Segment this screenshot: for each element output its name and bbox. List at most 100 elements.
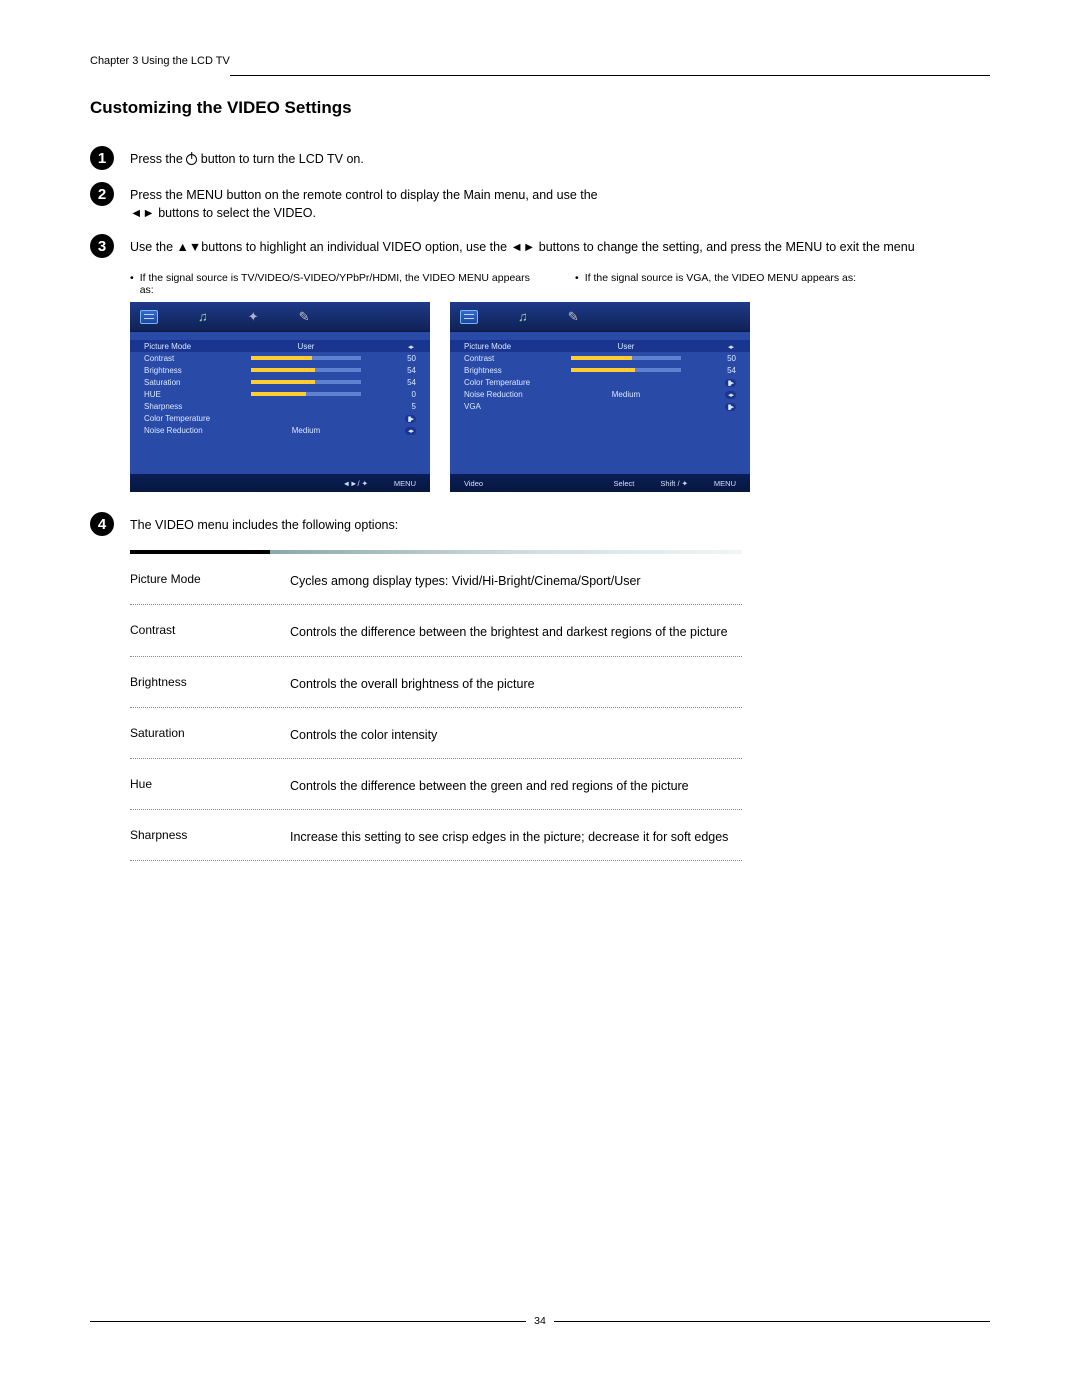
menu-row-label: Color Temperature bbox=[464, 378, 556, 387]
step-1-text: Press the button to turn the LCD TV on. bbox=[130, 148, 364, 170]
header-rule bbox=[230, 75, 990, 76]
footer-rule-left bbox=[90, 1321, 526, 1322]
bullet-icon: • bbox=[130, 272, 134, 296]
option-description: Controls the overall brightness of the p… bbox=[290, 675, 535, 693]
enter-icon: ▮▸ bbox=[725, 403, 736, 411]
slider-fill bbox=[251, 356, 312, 360]
menu-row-label: Picture Mode bbox=[144, 342, 236, 351]
footer-nav: ◄►/ ✦ bbox=[343, 479, 368, 488]
option-row: ContrastControls the difference between … bbox=[130, 605, 742, 656]
enter-icon: ▮▸ bbox=[405, 415, 416, 423]
step-badge-2: 2 bbox=[90, 182, 114, 206]
menu-row-label: Contrast bbox=[144, 354, 236, 363]
left-right-icon: ◂▸ bbox=[725, 343, 736, 351]
option-name: Brightness bbox=[130, 675, 270, 693]
menu-row: Color Temperature▮▸ bbox=[130, 412, 430, 424]
option-description: Controls the color intensity bbox=[290, 726, 437, 744]
footer-select: Select bbox=[614, 479, 635, 488]
option-name: Hue bbox=[130, 777, 270, 795]
slider-fill bbox=[251, 380, 315, 384]
page: Chapter 3 Using the LCD TV Customizing t… bbox=[0, 0, 1080, 1397]
bullet-icon: • bbox=[575, 272, 579, 296]
menu-row-label: Picture Mode bbox=[464, 342, 556, 351]
step-badge-1: 1 bbox=[90, 146, 114, 170]
footer-shift: Shift / ✦ bbox=[660, 479, 688, 488]
menu-row-label: Contrast bbox=[464, 354, 556, 363]
caption-right-text: If the signal source is VGA, the VIDEO M… bbox=[585, 272, 856, 296]
power-icon bbox=[186, 154, 197, 165]
menu-row: Saturation54 bbox=[130, 376, 430, 388]
menu-row: Noise ReductionMedium◂▸ bbox=[450, 388, 750, 400]
step-2a: Press the MENU button on the remote cont… bbox=[130, 188, 598, 202]
left-right-icon: ◂▸ bbox=[405, 427, 416, 435]
option-row: Brightness Controls the overall brightnes… bbox=[130, 657, 742, 708]
step-4-text: The VIDEO menu includes the following op… bbox=[130, 514, 398, 536]
page-footer: 34 bbox=[90, 1315, 990, 1327]
menu-row: Picture ModeUser◂▸ bbox=[450, 340, 750, 352]
menu-row-center: User bbox=[236, 342, 376, 351]
step-3: 3 Use the ▲▼buttons to highlight an indi… bbox=[90, 236, 990, 258]
video-menu-right: ♫ ✎ Picture ModeUser◂▸Contrast50Brightne… bbox=[450, 302, 750, 492]
option-row: SharpnessIncrease this setting to see cr… bbox=[130, 810, 742, 861]
menu-tabs: ♫ ✎ bbox=[450, 302, 750, 332]
step-1: 1 Press the button to turn the LCD TV on… bbox=[90, 148, 990, 170]
footer-menu: MENU bbox=[714, 479, 736, 488]
menu-body-left: Picture ModeUser ◂▸ Contrast 5 0 Brightness 54… bbox=[130, 332, 430, 474]
menu-row-label: VGA bbox=[464, 402, 556, 411]
caption-left-text: If the signal source is TV/VIDEO/S-VIDEO… bbox=[140, 272, 545, 296]
menu-row-value: ◂▸ bbox=[696, 390, 736, 399]
menu-row-label: Noise Reduction bbox=[144, 426, 236, 435]
menu-screenshots: ♫ ✦ ✎ Picture ModeUser◂▸Contrast50Bright… bbox=[130, 302, 990, 492]
audio-tab-icon: ♫ bbox=[518, 310, 528, 323]
slider-fill bbox=[251, 392, 306, 396]
menu-row-value: ◂▸ bbox=[696, 342, 736, 351]
options-table: Picture ModeCycles among display types: … bbox=[130, 550, 742, 861]
menu-row-center: Medium bbox=[556, 390, 696, 399]
menu-row-label: Brightness bbox=[464, 366, 556, 375]
menu-row: Noise ReductionMedium◂▸ bbox=[130, 424, 430, 436]
menu-row-label: Sharpness bbox=[144, 402, 236, 411]
step-4: 4 The VIDEO menu includes the following … bbox=[90, 514, 990, 536]
menu-row-value: ▮▸ bbox=[696, 378, 736, 387]
menu-row: Brightness 54 bbox=[130, 364, 430, 376]
menu-row-center bbox=[556, 356, 696, 360]
menu-footer-left: ◄►/ ✦ MENU bbox=[130, 474, 430, 492]
menu-row-value: 5 bbox=[376, 402, 416, 411]
menu-row: Picture ModeUser ◂▸ bbox=[130, 340, 430, 352]
option-description: Controls the difference between the gree… bbox=[290, 777, 689, 795]
step-2: 2 Press the MENU button on the remote co… bbox=[90, 184, 990, 222]
menu-row-label: Brightness bbox=[144, 366, 236, 375]
slider-fill bbox=[571, 356, 632, 360]
menu-row-value: 0 bbox=[376, 390, 416, 399]
menu-row-value: 54 bbox=[696, 366, 736, 375]
menu-row: Color Temperature ▮▸ bbox=[450, 376, 750, 388]
slider-track bbox=[571, 356, 681, 360]
menu-row-center bbox=[236, 368, 376, 372]
menu-row-value: 54 bbox=[376, 366, 416, 375]
option-name: Contrast bbox=[130, 623, 270, 641]
step-2b: ◄► buttons to select the VIDEO. bbox=[130, 206, 316, 220]
option-description: Increase this setting to see crisp edges… bbox=[290, 828, 728, 846]
menu-row-center bbox=[236, 392, 376, 396]
menu-row-center bbox=[236, 356, 376, 360]
step-1-pre: Press the bbox=[130, 152, 186, 166]
slider-track bbox=[251, 356, 361, 360]
menu-row: Brightness 54 bbox=[450, 364, 750, 376]
page-title: Customizing the VIDEO Settings bbox=[90, 98, 990, 118]
option-name: Picture Mode bbox=[130, 572, 270, 590]
menu-row: Contrast50 bbox=[450, 352, 750, 364]
option-name: Saturation bbox=[130, 726, 270, 744]
signal-source-captions: • If the signal source is TV/VIDEO/S-VID… bbox=[130, 272, 990, 296]
option-row: Saturation Controls the color intensity bbox=[130, 708, 742, 759]
step-badge-4: 4 bbox=[90, 512, 114, 536]
option-row: Picture ModeCycles among display types: … bbox=[130, 554, 742, 605]
menu-tabs: ♫ ✦ ✎ bbox=[130, 302, 430, 332]
slider-track bbox=[571, 368, 681, 372]
enter-icon: ▮▸ bbox=[725, 379, 736, 387]
chapter-heading: Chapter 3 Using the LCD TV bbox=[90, 55, 990, 67]
left-right-icon: ◂▸ bbox=[405, 343, 416, 351]
step-1-post: button to turn the LCD TV on. bbox=[197, 152, 364, 166]
audio-tab-icon: ♫ bbox=[198, 310, 208, 323]
menu-row-center bbox=[556, 368, 696, 372]
step-3-text: Use the ▲▼buttons to highlight an indivi… bbox=[130, 236, 915, 258]
